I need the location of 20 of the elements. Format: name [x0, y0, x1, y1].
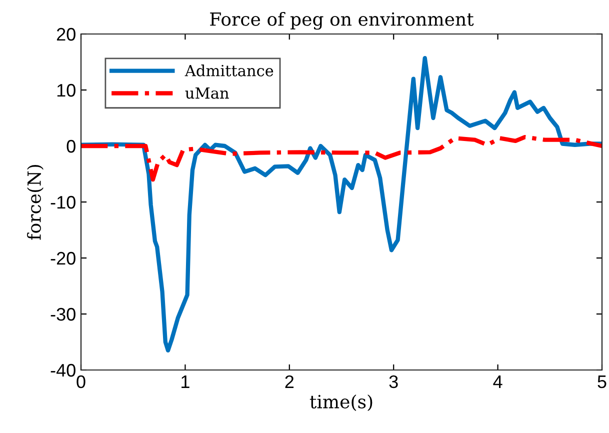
- x-tick-label: 5: [598, 376, 606, 388]
- y-tick-label: 20: [56, 28, 76, 41]
- x-tick-label: 2: [285, 375, 294, 388]
- chart-title: Force of peg on environment: [210, 12, 474, 30]
- y-tick-label: -40: [50, 364, 76, 377]
- x-tick-label: 1: [182, 376, 190, 388]
- x-tick-label: 4: [493, 376, 502, 388]
- x-tick-label: 0: [76, 375, 86, 388]
- legend-label: uMan: [185, 87, 229, 99]
- x-axis-title: time(s): [310, 394, 372, 411]
- legend-label: Admittance: [184, 64, 274, 76]
- y-tick-label: 0: [66, 140, 76, 153]
- y-tick-label: -10: [50, 196, 76, 209]
- line-series: [81, 56, 602, 352]
- line-series: [81, 134, 602, 182]
- y-tick-label: -30: [50, 308, 76, 321]
- x-tick-label: 3: [389, 375, 398, 388]
- y-axis-title: force(N): [27, 164, 44, 240]
- y-tick-label: 10: [57, 84, 76, 97]
- y-tick-label: -20: [50, 252, 76, 265]
